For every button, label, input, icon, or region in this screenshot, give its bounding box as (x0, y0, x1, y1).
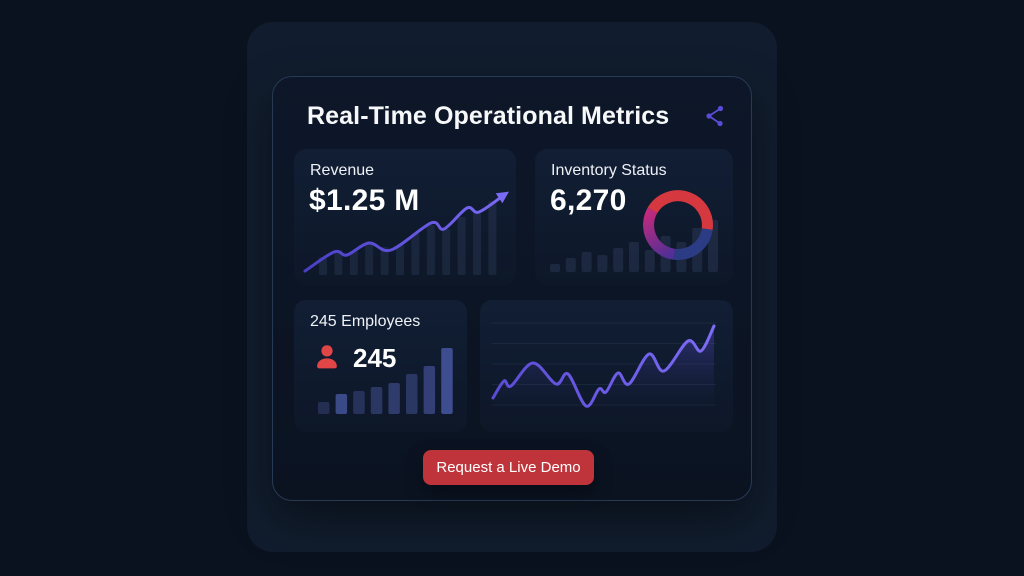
inventory-value: 6,270 (550, 184, 627, 217)
metrics-panel: Real-Time Operational Metrics Revenue $1… (272, 76, 752, 501)
employees-stat-row: 245 (312, 342, 396, 374)
person-icon (317, 345, 337, 369)
request-demo-button[interactable]: Request a Live Demo (423, 450, 594, 485)
share-button[interactable] (699, 100, 731, 132)
inventory-tile: Inventory Status 6,270 (535, 149, 733, 285)
trend-chart (491, 322, 716, 408)
inventory-label: Inventory Status (551, 162, 667, 179)
panel-title: Real-Time Operational Metrics (307, 101, 670, 130)
panel-header: Real-Time Operational Metrics (307, 95, 731, 137)
share-icon (706, 105, 724, 127)
revenue-label: Revenue (310, 162, 375, 179)
employees-tile: 245 Employees 245 (294, 300, 467, 432)
revenue-value: $1.25 M (309, 184, 420, 217)
employees-label: 245 Employees (310, 313, 421, 330)
employees-value: 245 (353, 342, 397, 373)
revenue-tile: Revenue $1.25 M (294, 149, 516, 285)
trend-tile (480, 300, 733, 432)
